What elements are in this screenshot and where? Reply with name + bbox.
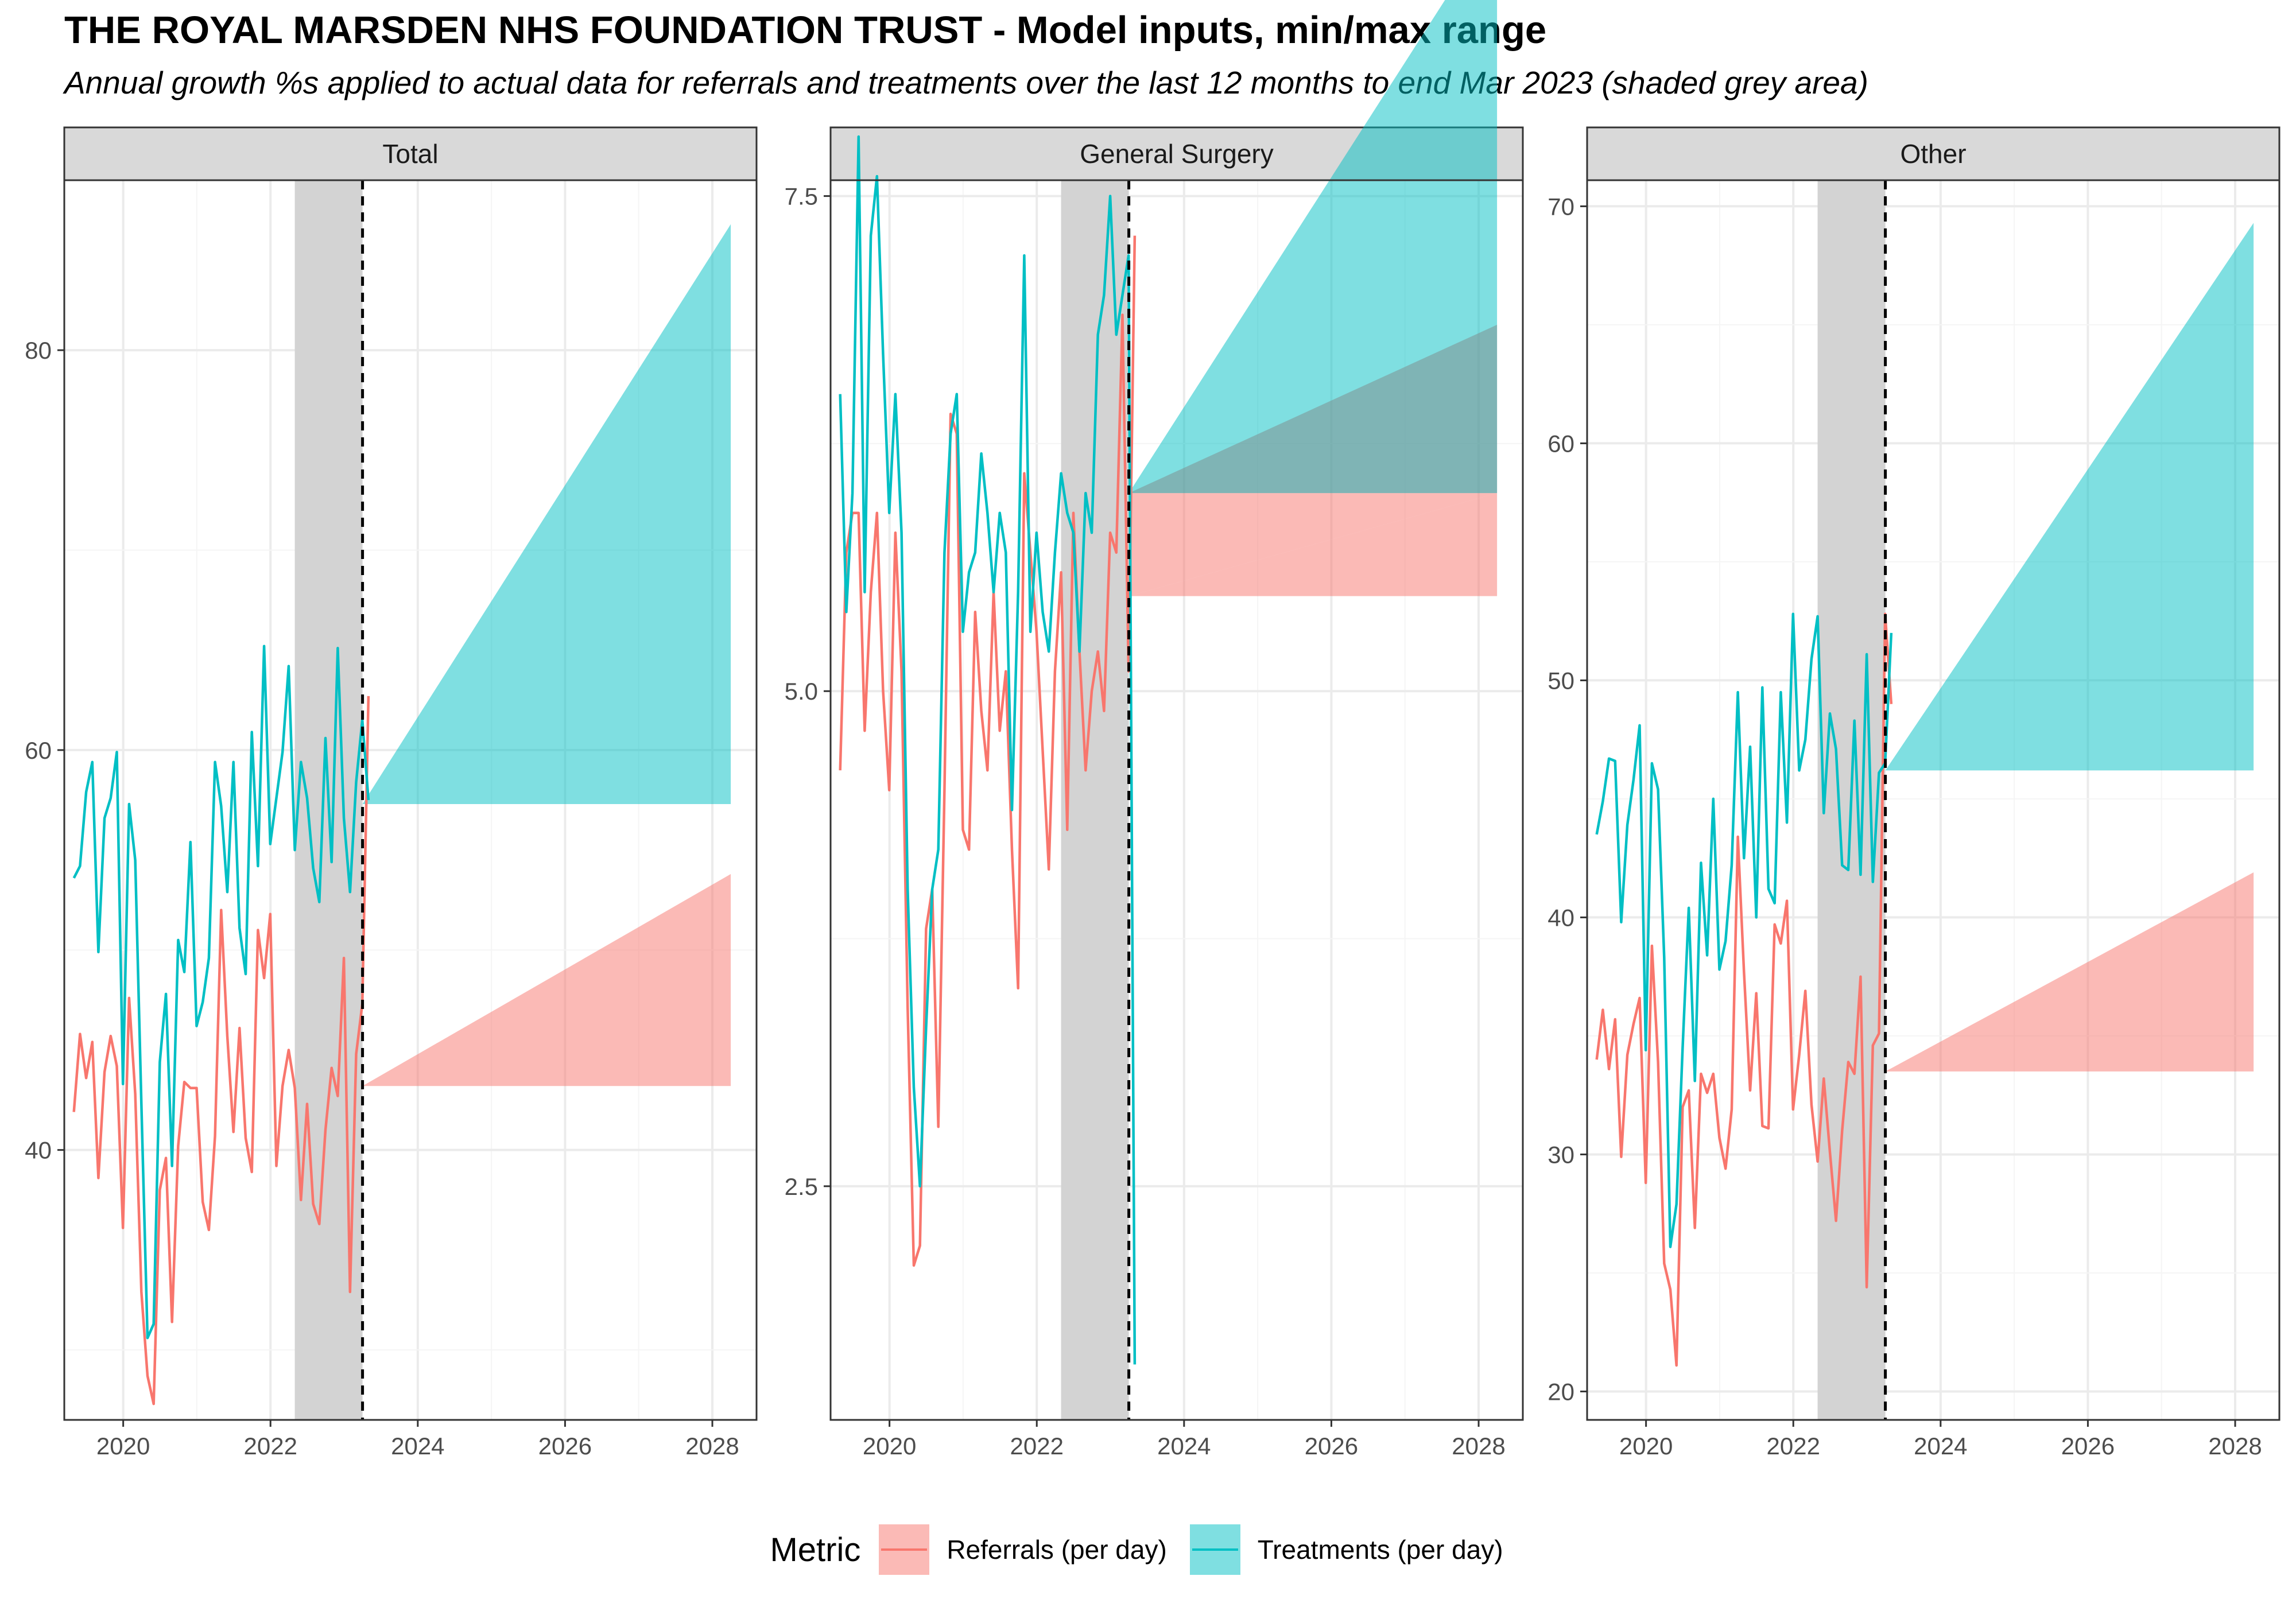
panel-general-surgery: General Surgery 2.5 5.0 7.5 2020 2022 2024 2026…: [785, 0, 1524, 1460]
y-tick-label: 20: [1548, 1378, 1574, 1405]
legend-title: Metric: [770, 1531, 861, 1569]
series-line-referrals: [1595, 612, 1893, 1367]
legend-item-referrals: Referrals (per day): [879, 1524, 1167, 1575]
x-tick-label: 2028: [685, 1433, 739, 1460]
x-tick-label: 2024: [1157, 1433, 1211, 1460]
x-tick-label: 2024: [1914, 1433, 1967, 1460]
series-line-referrals: [839, 235, 1137, 1267]
range-referrals: [362, 874, 731, 1086]
y-tick-label: 60: [25, 737, 52, 764]
x-tick-label: 2020: [1619, 1433, 1673, 1460]
y-tick-label: 40: [1548, 904, 1574, 931]
x-tick-label: 2028: [2208, 1433, 2262, 1460]
panel-border: [63, 179, 758, 1421]
range-referrals: [1885, 872, 2254, 1072]
panel-border: [1586, 179, 2281, 1421]
x-tick-label: 2022: [244, 1433, 297, 1460]
range-referrals-band: [1128, 493, 1498, 596]
legend-key-referrals: [879, 1524, 930, 1575]
x-tick-label: 2026: [1305, 1433, 1358, 1460]
legend-label-referrals: Referrals (per day): [947, 1535, 1167, 1565]
chart-title: THE ROYAL MARSDEN NHS FOUNDATION TRUST -…: [64, 9, 1547, 52]
facet-strip-label: Other: [1900, 139, 1966, 169]
x-tick-label: 2024: [391, 1433, 444, 1460]
panel-total: Total 40 60 80 2020 2022 2024 2026 2028: [25, 126, 758, 1460]
x-tick-label: 2020: [96, 1433, 150, 1460]
y-tick-label: 50: [1548, 667, 1574, 694]
range-treatments: [1885, 223, 2254, 771]
series-line-referrals: [72, 696, 370, 1406]
range-overlap: [1128, 324, 1498, 494]
legend-key-treatments: [1189, 1524, 1240, 1575]
range-treatments: [362, 224, 731, 804]
series-line-treatments: [1595, 612, 1893, 1248]
y-tick-label: 30: [1548, 1141, 1574, 1168]
y-tick-label: 5.0: [785, 678, 818, 705]
series-line-treatments: [72, 645, 370, 1340]
y-tick-label: 2.5: [785, 1173, 818, 1200]
legend-label-treatments: Treatments (per day): [1257, 1535, 1503, 1565]
y-tick-label: 7.5: [785, 183, 818, 210]
x-tick-label: 2020: [863, 1433, 916, 1460]
y-tick-label: 40: [25, 1137, 52, 1164]
range-treatments: [1128, 0, 1498, 494]
panel-border: [829, 179, 1524, 1421]
series-line-treatments: [839, 135, 1137, 1365]
x-tick-label: 2028: [1452, 1433, 1505, 1460]
y-tick-label: 70: [1548, 193, 1574, 220]
x-tick-label: 2026: [2061, 1433, 2115, 1460]
legend-item-treatments: Treatments (per day): [1189, 1524, 1503, 1575]
facet-strip-label: General Surgery: [1080, 139, 1274, 169]
y-tick-label: 80: [25, 337, 52, 364]
y-tick-label: 60: [1548, 430, 1574, 457]
chart-subtitle: Annual growth %s applied to actual data …: [64, 65, 1868, 100]
x-tick-label: 2022: [1767, 1433, 1820, 1460]
shaded-period: [1061, 180, 1129, 1420]
panel-other: Other 20 30 40 50 60 70 2020 2022 2024 2026 2028: [1548, 126, 2281, 1460]
facet-strip-label: Total: [382, 139, 438, 169]
legend: Metric Referrals (per day) Treatments (p…: [0, 1515, 2296, 1584]
x-tick-label: 2026: [538, 1433, 592, 1460]
x-tick-label: 2022: [1010, 1433, 1064, 1460]
